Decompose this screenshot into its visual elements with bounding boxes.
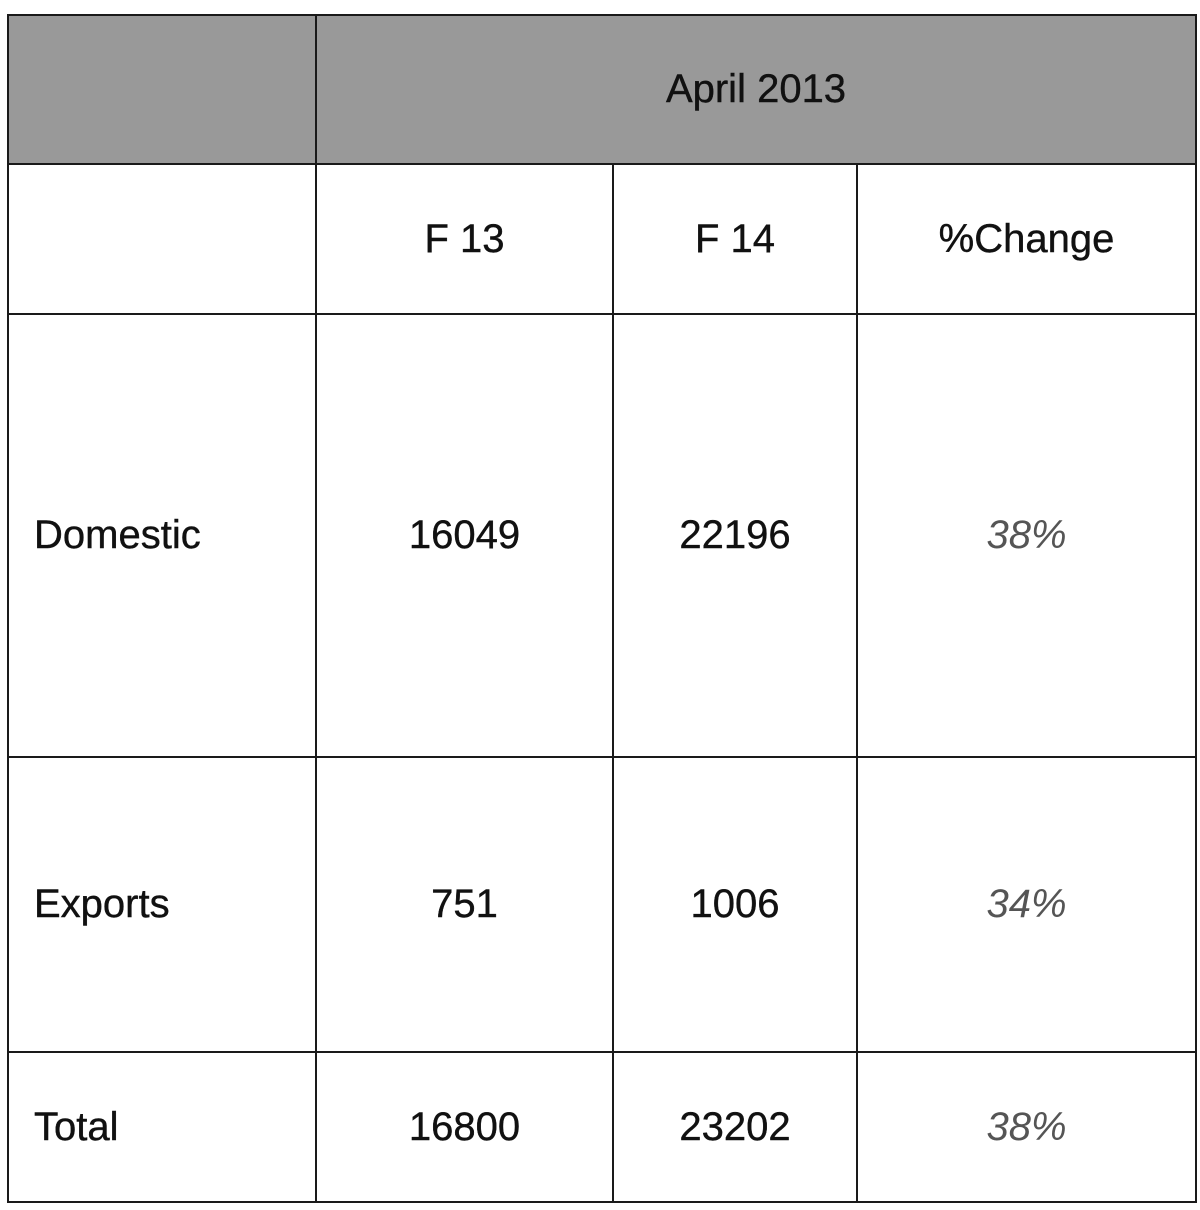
column-header-row: F 13 F 14 %Change xyxy=(7,163,1198,315)
header-group-cell: April 2013 xyxy=(314,14,1198,165)
header-group-row: April 2013 xyxy=(7,14,1198,165)
column-header-f13: F 13 xyxy=(315,163,614,315)
cell-domestic-f13: 16049 xyxy=(315,313,614,758)
column-header-f14: F 14 xyxy=(612,163,858,315)
cell-exports-f13: 751 xyxy=(315,756,614,1053)
cell-domestic-f14: 22196 xyxy=(612,313,858,758)
cell-total-f14: 23202 xyxy=(612,1051,858,1203)
table-row-domestic: Domestic 16049 22196 38% xyxy=(7,313,1198,758)
table-row-exports: Exports 751 1006 34% xyxy=(7,756,1198,1053)
cell-exports-f14: 1006 xyxy=(612,756,858,1053)
cell-exports-pct-change: 34% xyxy=(855,756,1198,1053)
cell-total-pct-change: 38% xyxy=(855,1051,1198,1203)
column-header-pct-change: %Change xyxy=(855,163,1198,315)
cell-domestic-pct-change: 38% xyxy=(855,313,1198,758)
header-corner-cell xyxy=(7,14,317,165)
row-label-exports: Exports xyxy=(7,756,317,1053)
row-label-domestic: Domestic xyxy=(7,313,317,758)
row-label-total: Total xyxy=(7,1051,317,1203)
column-header-empty-cell xyxy=(7,163,317,315)
cell-total-f13: 16800 xyxy=(315,1051,614,1203)
sales-table: April 2013 F 13 F 14 %Change Domestic 16… xyxy=(7,14,1198,1203)
table-row-total: Total 16800 23202 38% xyxy=(7,1051,1198,1203)
